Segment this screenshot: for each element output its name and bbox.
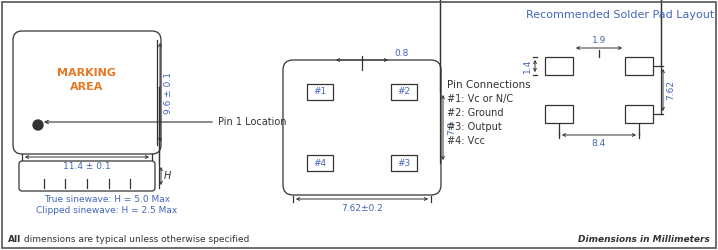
Text: #2: Ground: #2: Ground [447,108,503,118]
FancyBboxPatch shape [19,161,155,191]
Text: True sinewave: H = 5.0 Max: True sinewave: H = 5.0 Max [44,195,170,204]
Text: #3: #3 [397,158,411,168]
Text: dimensions are typical unless otherwise specified: dimensions are typical unless otherwise … [21,235,249,244]
Text: 9.6 ± 0.1: 9.6 ± 0.1 [164,72,173,114]
Text: Clipped sinewave: H = 2.5 Max: Clipped sinewave: H = 2.5 Max [37,206,177,215]
Text: 1.4: 1.4 [523,59,532,73]
Text: #3: Output: #3: Output [447,122,502,132]
Text: #1: Vc or N/C: #1: Vc or N/C [447,94,513,104]
Text: #2: #2 [398,88,411,96]
Text: 0.8: 0.8 [394,49,409,58]
Bar [391,155,417,171]
Bar [391,84,417,100]
Text: Dimensions in Millimeters: Dimensions in Millimeters [578,235,710,244]
FancyBboxPatch shape [13,31,161,154]
FancyBboxPatch shape [283,60,441,195]
Text: All: All [8,235,22,244]
Bar [307,84,333,100]
Bar [625,57,653,75]
Text: 8.4: 8.4 [592,139,606,148]
Text: Recommended Solder Pad Layout: Recommended Solder Pad Layout [526,10,714,20]
Bar [307,155,333,171]
Bar [625,105,653,123]
Text: #4: Vcc: #4: Vcc [447,136,485,146]
Circle shape [33,120,43,130]
Text: 7.62: 7.62 [666,80,675,100]
Text: #1: #1 [313,88,327,96]
Text: 7.62±0.2: 7.62±0.2 [341,204,383,213]
Text: 1.9: 1.9 [592,36,606,45]
Text: H: H [164,171,172,181]
Text: #4: #4 [314,158,327,168]
Bar [545,105,573,123]
Bar [545,57,573,75]
Text: Pin Connections: Pin Connections [447,80,531,90]
Text: MARKING
AREA: MARKING AREA [57,68,116,92]
Text: 11.4 ± 0.1: 11.4 ± 0.1 [63,162,111,171]
Text: 7.0: 7.0 [447,120,456,135]
Text: Pin 1 Location: Pin 1 Location [218,117,286,127]
